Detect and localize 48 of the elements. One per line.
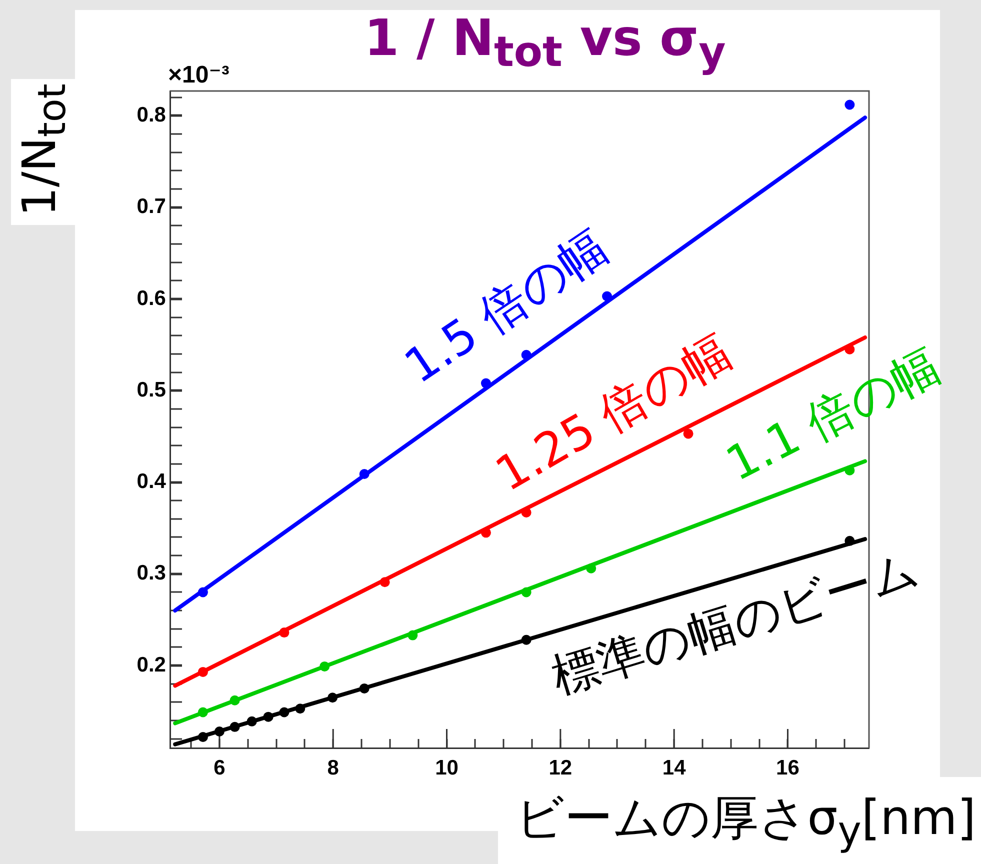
- x-tick-label: 16: [776, 756, 800, 780]
- y-tick-label: 0.2: [136, 653, 166, 676]
- point: [521, 634, 532, 645]
- x-tick-label: 10: [435, 756, 458, 780]
- point: [295, 704, 306, 714]
- point: [480, 528, 491, 538]
- point: [198, 666, 208, 677]
- x-axis-title: ビームの厚さσ$_{y}$[nm]: [514, 790, 976, 857]
- point: [328, 692, 338, 703]
- point: [279, 628, 290, 638]
- point: [844, 100, 855, 110]
- point: [586, 563, 596, 574]
- point: [602, 291, 612, 302]
- point: [230, 695, 240, 706]
- point: [683, 428, 694, 439]
- point: [844, 536, 855, 546]
- point: [279, 707, 290, 718]
- text: 標準の幅のビーム: [545, 541, 925, 706]
- point: [380, 577, 390, 588]
- point: [521, 587, 532, 598]
- x-tick-label: 8: [327, 756, 340, 780]
- x-tick-label: 6: [214, 756, 226, 780]
- text: ×10⁻³: [168, 62, 230, 89]
- y-tick-label: 0.4: [136, 470, 166, 494]
- point: [263, 712, 274, 722]
- y-tick-label: 0.6: [136, 286, 166, 310]
- point: [480, 378, 491, 388]
- point: [246, 716, 257, 726]
- point: [198, 707, 208, 718]
- point: [359, 683, 370, 694]
- point: [198, 732, 208, 742]
- y-tick-label: 0.3: [136, 562, 166, 585]
- point: [521, 350, 532, 360]
- x-tick-label: 12: [548, 756, 572, 780]
- point: [320, 661, 330, 672]
- point: [844, 344, 855, 354]
- y-tick-label: 0.8: [136, 104, 166, 127]
- y-tick-label: 0.5: [136, 378, 166, 402]
- y-tick-label: 0.7: [136, 195, 166, 218]
- point: [408, 630, 418, 640]
- point: [214, 726, 224, 737]
- point: [521, 508, 532, 518]
- point: [230, 722, 240, 732]
- point: [198, 587, 208, 598]
- point: [359, 469, 370, 480]
- x-tick-label: 14: [662, 756, 686, 780]
- point: [844, 465, 855, 476]
- chart-title: 1 / N$_{tot}$ vs σ$_{y}$: [364, 9, 726, 76]
